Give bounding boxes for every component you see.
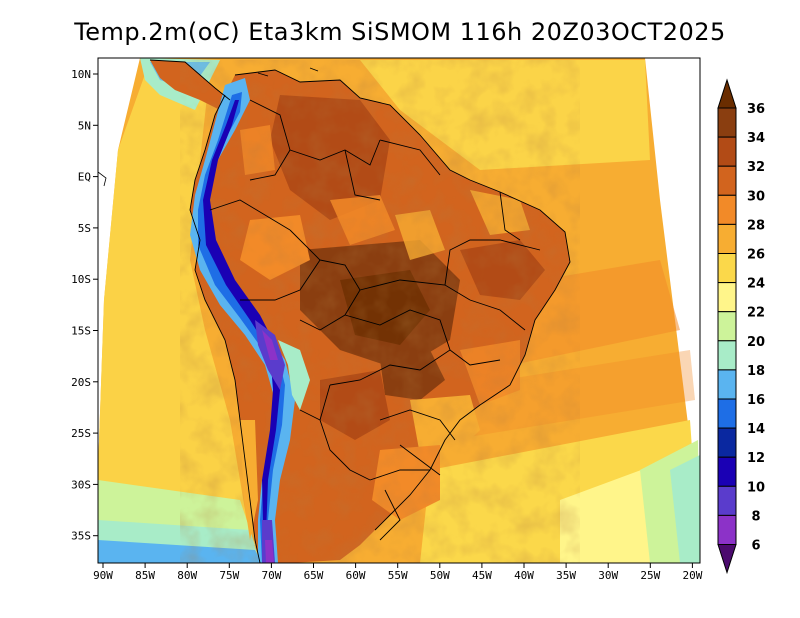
lon-tick-label: 65W — [304, 569, 324, 582]
colorbar-label: 14 — [747, 422, 765, 437]
colorbar-label: 16 — [747, 393, 765, 408]
colorbar-label: 32 — [747, 160, 765, 175]
lat-tick-label: 20S — [71, 376, 91, 389]
colorbar-swatch — [717, 456, 737, 487]
lon-tick-label: 40W — [514, 569, 534, 582]
colorbar-label: 28 — [747, 218, 765, 233]
lon-tick-label: 35W — [556, 569, 576, 582]
colorbar-label: 34 — [747, 131, 765, 146]
lon-tick-label: 60W — [346, 569, 366, 582]
colorbar-swatch — [717, 369, 737, 400]
map-title: Temp.2m(oC) Eta3km SiSMOM 116h 20Z03OCT2… — [74, 18, 726, 46]
colorbar-label: 18 — [747, 364, 765, 379]
colorbar-label: 10 — [747, 480, 765, 495]
lon-tick-label: 45W — [472, 569, 492, 582]
colorbar-label: 36 — [747, 102, 765, 117]
lon-tick-label: 30W — [598, 569, 618, 582]
lat-tick-label: 15S — [71, 325, 91, 338]
colorbar-swatch — [717, 311, 737, 342]
plot-frame — [97, 57, 701, 564]
lon-tick-label: 85W — [135, 569, 155, 582]
lon-tick-label: 55W — [388, 569, 408, 582]
colorbar-top-arrow — [717, 78, 737, 109]
lat-tick-label: 10S — [71, 273, 91, 286]
colorbar-swatch — [717, 427, 737, 458]
colorbar-swatch — [717, 514, 737, 546]
lat-tick-label: 35S — [71, 530, 91, 543]
colorbar-label: 20 — [747, 335, 765, 350]
lat-axis: 10N 5N EQ 5S 10S 15S 20S 25S 30S 35S — [71, 68, 98, 543]
colorbar-label: 30 — [747, 189, 765, 204]
colorbar-swatch — [717, 253, 737, 284]
colorbar: 36 34 32 30 28 26 24 22 20 18 16 14 12 10 8 6 — [717, 78, 765, 575]
lat-tick-label: 10N — [71, 68, 91, 81]
colorbar-swatch — [717, 340, 737, 371]
colorbar-label: 6 — [751, 539, 760, 554]
colorbar-swatch — [717, 398, 737, 429]
lon-tick-label: 80W — [177, 569, 197, 582]
lat-tick-label: EQ — [78, 171, 91, 184]
lon-axis: 90W 85W 80W 75W 70W 65W 60W 55W 50W 45W 40W 35W 30W 2… — [93, 563, 703, 582]
lat-tick-label: 5N — [78, 119, 91, 132]
colorbar-swatch — [717, 194, 737, 225]
country-borders — [149, 59, 571, 563]
colorbar-swatch — [717, 282, 737, 313]
lon-tick-label: 90W — [93, 569, 113, 582]
lat-tick-label: 30S — [71, 478, 91, 491]
map-field — [98, 58, 700, 563]
lon-tick-label: 75W — [219, 569, 239, 582]
colorbar-label: 8 — [751, 509, 760, 524]
colorbar-swatch — [717, 223, 737, 254]
lon-tick-label: 20W — [682, 569, 702, 582]
colorbar-swatch — [717, 107, 737, 138]
colorbar-label: 26 — [747, 248, 765, 263]
colorbar-bottom-arrow — [717, 544, 737, 575]
colorbar-label: 24 — [747, 277, 765, 292]
lon-tick-label: 25W — [640, 569, 660, 582]
colorbar-label: 22 — [747, 306, 765, 321]
lat-tick-label: 5S — [78, 222, 91, 235]
lat-tick-label: 25S — [71, 427, 91, 440]
colorbar-label: 12 — [747, 451, 765, 466]
colorbar-swatch — [717, 165, 737, 196]
lon-tick-label: 70W — [261, 569, 281, 582]
colorbar-swatch — [717, 485, 737, 516]
colorbar-swatch — [717, 136, 737, 167]
lon-tick-label: 50W — [430, 569, 450, 582]
